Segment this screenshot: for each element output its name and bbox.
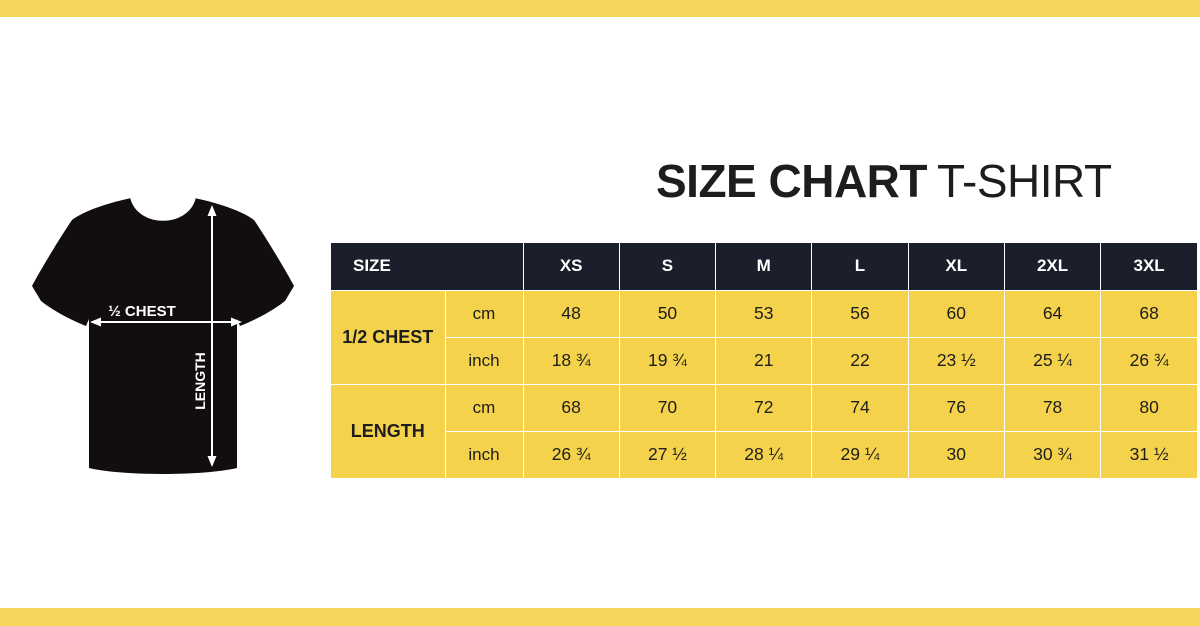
size-col-header-xl: XL [907, 243, 1005, 291]
table-row-chest-cm: 1/2 CHEST cm 48 50 53 56 60 64 68 [331, 289, 1197, 385]
size-col-header-m: M [715, 243, 813, 291]
measurement-value: 56 [811, 289, 909, 338]
measurement-value: 18 ¾ [522, 336, 620, 385]
measurement-value: 31 ½ [1100, 430, 1197, 478]
measurement-value: 53 [715, 289, 813, 338]
unit-label: cm [444, 289, 524, 338]
measurement-value: 50 [618, 289, 717, 338]
half-chest-label: ½ CHEST [108, 303, 176, 320]
tshirt-silhouette: ½ CHEST LENGTH [32, 197, 294, 474]
length-arrow-icon [207, 205, 217, 467]
tshirt-measurement-diagram: ½ CHEST LENGTH [28, 192, 298, 482]
size-col-header-3xl: 3XL [1100, 243, 1197, 291]
measurement-value: 28 ¼ [715, 430, 813, 478]
table-row-length-inch: inch 26 ¾ 27 ½ 28 ¼ 29 ¼ 30 30 ¾ 31 ½ [331, 430, 1197, 478]
page-title-secondary: T-SHIRT [937, 155, 1112, 207]
measurement-value: 80 [1100, 383, 1197, 432]
unit-label: inch [444, 336, 524, 385]
page-title: SIZE CHART T-SHIRT [656, 158, 1112, 204]
size-col-header-s: S [618, 243, 717, 291]
tshirt-body-shape [32, 198, 294, 474]
size-col-header-2xl: 2XL [1003, 243, 1102, 291]
half-chest-arrow-icon [90, 317, 242, 327]
collar-outline-icon [130, 197, 196, 221]
size-col-header-xs: XS [522, 243, 620, 291]
table-row-length-cm: LENGTH cm 68 70 72 74 76 78 80 [331, 383, 1197, 479]
measurement-value: 76 [907, 383, 1005, 432]
measurement-value: 74 [811, 383, 909, 432]
measurement-value: 19 ¾ [618, 336, 717, 385]
measure-label-length: LENGTH [331, 383, 446, 479]
size-col-header-l: L [811, 243, 909, 291]
measurement-value: 64 [1003, 289, 1102, 338]
measurement-value: 30 [907, 430, 1005, 478]
size-chart-table: SIZE XS S M L XL 2XL 3XL 1/2 CHEST cm 48… [331, 243, 1197, 479]
measurement-value: 72 [715, 383, 813, 432]
table-row-chest-inch: inch 18 ¾ 19 ¾ 21 22 23 ½ 25 ¼ 26 ¾ [331, 336, 1197, 385]
measurement-value: 26 ¾ [1100, 336, 1197, 385]
measurement-value: 21 [715, 336, 813, 385]
measure-label-half-chest: 1/2 CHEST [331, 289, 446, 385]
measurement-value: 26 ¾ [522, 430, 620, 478]
length-label: LENGTH [192, 352, 208, 410]
measurement-value: 60 [907, 289, 1005, 338]
top-accent-bar [0, 0, 1200, 17]
unit-label: inch [444, 430, 524, 478]
unit-label: cm [444, 383, 524, 432]
measurement-value: 25 ¼ [1003, 336, 1102, 385]
measurement-value: 68 [1100, 289, 1197, 338]
table-header-row: SIZE XS S M L XL 2XL 3XL [331, 243, 1197, 291]
measurement-value: 78 [1003, 383, 1102, 432]
measurement-value: 48 [522, 289, 620, 338]
measurement-value: 22 [811, 336, 909, 385]
measurement-value: 23 ½ [907, 336, 1005, 385]
measurement-value: 29 ¼ [811, 430, 909, 478]
page-title-primary: SIZE CHART [656, 155, 928, 207]
bottom-accent-bar [0, 608, 1200, 626]
measurement-value: 68 [522, 383, 620, 432]
measurement-value: 30 ¾ [1003, 430, 1102, 478]
measurement-value: 70 [618, 383, 717, 432]
size-corner-header: SIZE [331, 243, 524, 291]
measurement-value: 27 ½ [618, 430, 717, 478]
